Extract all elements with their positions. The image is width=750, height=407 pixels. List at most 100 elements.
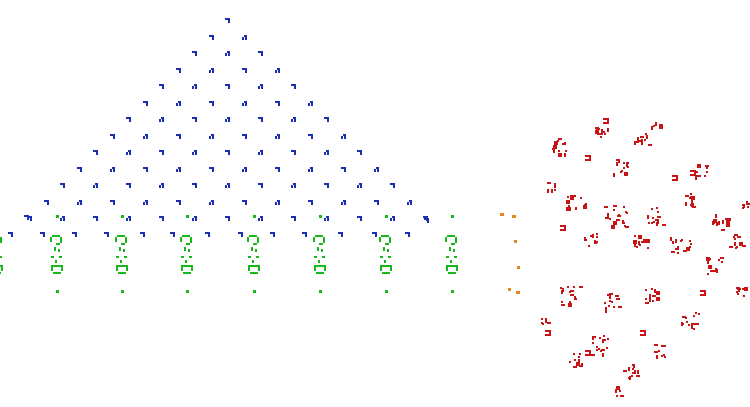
debris-icon — [623, 167, 625, 169]
debris-icon — [613, 221, 617, 225]
debris-icon — [690, 170, 696, 172]
glider-icon — [393, 218, 395, 221]
glider-icon — [227, 117, 230, 119]
gun-icon — [52, 235, 60, 237]
glider-icon — [192, 218, 194, 221]
glider-icon — [93, 216, 98, 218]
debris-icon — [689, 197, 691, 199]
glider-icon — [161, 117, 164, 119]
debris-icon — [726, 223, 730, 227]
debris-icon — [654, 351, 658, 353]
debris-icon — [554, 183, 556, 187]
glider-icon — [275, 167, 280, 169]
gun-icon — [186, 290, 189, 293]
glider-icon — [390, 218, 392, 221]
debris-icon — [547, 182, 551, 184]
glider-icon — [372, 232, 377, 234]
glider-icon — [80, 202, 82, 205]
glider-icon — [178, 167, 181, 169]
glider-icon — [145, 200, 148, 202]
gun-icon — [185, 260, 187, 263]
gun-icon — [324, 267, 326, 271]
debris-icon — [652, 295, 656, 297]
debris-icon — [659, 125, 663, 129]
glider-icon — [24, 215, 29, 217]
glider-icon — [146, 103, 148, 106]
debris-icon — [742, 245, 746, 247]
glider-icon — [93, 185, 95, 188]
debris-icon — [689, 246, 691, 248]
debris-icon — [690, 193, 692, 195]
debris-icon — [651, 126, 653, 128]
debris-icon — [645, 302, 649, 304]
debris-icon — [682, 316, 686, 318]
debris-icon — [596, 349, 598, 351]
debris-icon — [690, 243, 692, 245]
glider-icon — [424, 218, 429, 220]
debris-icon — [594, 241, 598, 243]
gun-icon — [0, 272, 1, 274]
gun-icon — [54, 247, 56, 251]
debris-icon — [572, 195, 576, 197]
debris-icon — [664, 345, 666, 347]
glider-icon — [245, 136, 247, 139]
glider-icon — [195, 53, 197, 56]
debris-icon — [735, 247, 737, 249]
debris-icon — [663, 354, 665, 356]
gun-icon — [446, 256, 449, 258]
gun-icon — [380, 267, 382, 271]
debris-icon — [649, 300, 651, 302]
glider-icon — [327, 185, 329, 188]
glider-icon — [129, 152, 131, 155]
debris-icon — [649, 296, 651, 300]
gun-icon — [118, 272, 126, 274]
debris-icon — [657, 216, 661, 218]
gun-icon — [116, 256, 119, 258]
debris-icon — [698, 313, 700, 315]
glider-icon — [275, 70, 277, 73]
gun-icon — [180, 237, 182, 242]
glider-icon — [79, 200, 82, 202]
glider-icon — [209, 136, 211, 139]
debris-icon — [616, 395, 618, 397]
glider-icon — [228, 152, 230, 155]
debris-icon — [744, 287, 748, 291]
glider-icon — [192, 152, 194, 155]
glider-icon — [225, 185, 227, 188]
glider-icon — [261, 152, 263, 155]
reflector-column — [500, 213, 520, 294]
debris-icon — [656, 207, 658, 209]
debris-icon — [554, 189, 556, 191]
glider-icon — [258, 86, 260, 89]
glider-icon — [11, 234, 13, 237]
debris-icon — [709, 258, 711, 260]
reflector-icon — [516, 291, 520, 294]
debris-icon — [596, 236, 598, 238]
debris-icon — [661, 345, 663, 347]
debris-icon — [576, 362, 580, 366]
debris-icon — [602, 339, 606, 341]
gun-icon — [124, 256, 127, 258]
debris-icon — [545, 318, 547, 322]
gun-icon — [121, 215, 124, 218]
gun-icon — [253, 215, 256, 218]
debris-icon — [616, 386, 620, 388]
debris-icon — [567, 286, 569, 288]
debris-icon — [720, 257, 724, 259]
glider-icon — [62, 216, 65, 218]
glider-icon — [294, 185, 296, 188]
debris-icon — [603, 122, 607, 124]
gun-icon — [181, 267, 183, 271]
glider-icon — [225, 18, 230, 20]
gun-icon — [451, 290, 454, 293]
glider-icon — [60, 218, 62, 221]
glider-icon — [225, 216, 230, 218]
glider-icon — [27, 217, 29, 220]
glider-icon — [27, 216, 32, 218]
debris-icon — [742, 207, 744, 209]
glider-icon — [260, 150, 263, 152]
debris-icon — [695, 312, 697, 314]
glider-icon — [324, 152, 326, 155]
debris-icon — [654, 289, 656, 293]
debris-icon — [618, 298, 620, 300]
